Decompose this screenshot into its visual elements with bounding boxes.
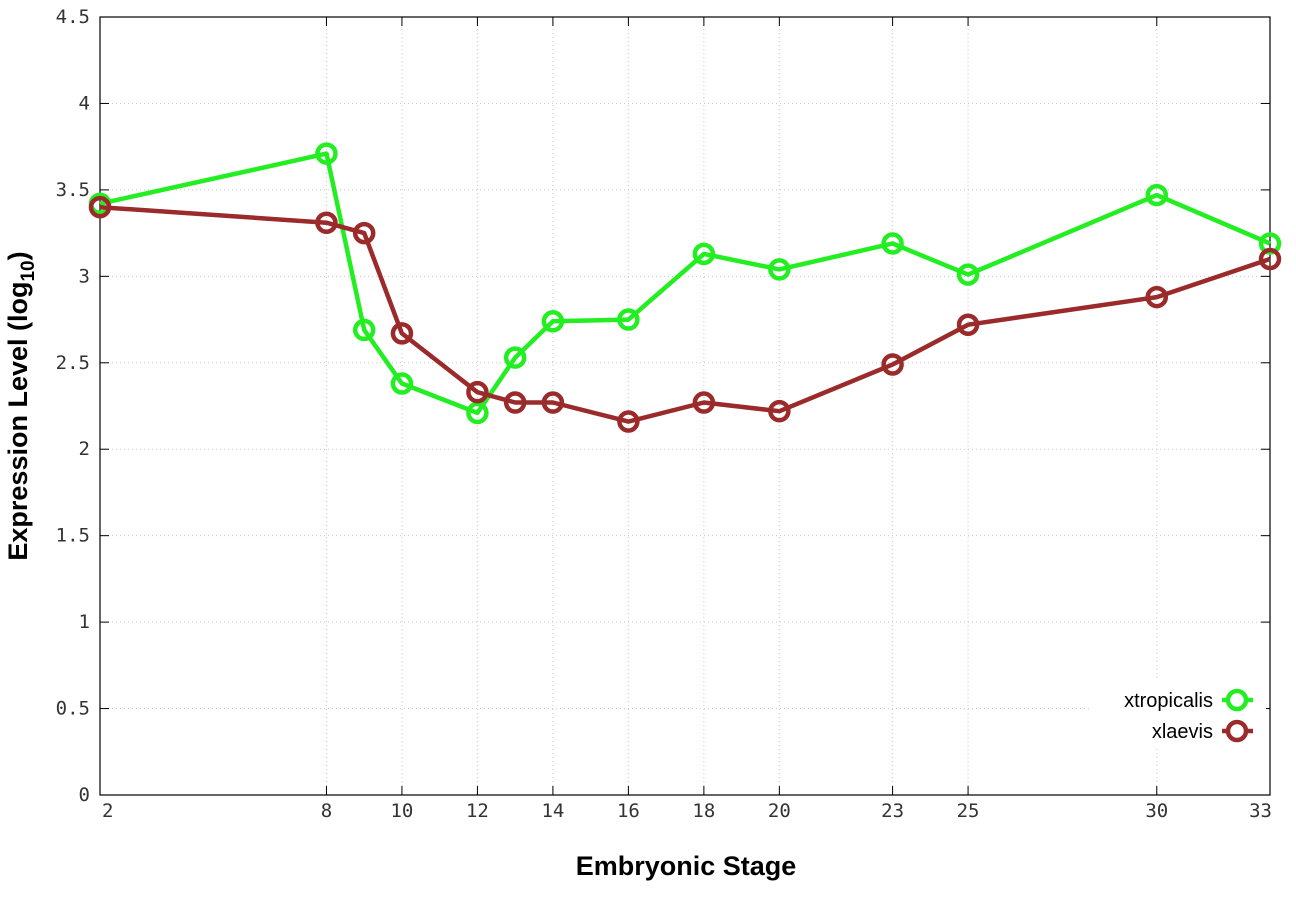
- x-tick-label: 23: [881, 800, 904, 822]
- data-point-xlaevis: [881, 353, 904, 376]
- x-tick-label: 33: [1249, 800, 1272, 822]
- data-series: [88, 142, 1282, 433]
- data-point-xtropicalis: [768, 258, 791, 281]
- data-point-xlaevis: [352, 221, 376, 245]
- y-axis-title-main: Expression Level (log: [3, 282, 33, 561]
- data-point-xtropicalis: [466, 401, 489, 425]
- series-line-xtropicalis: [99, 151, 1271, 416]
- y-axis-title: Expression Level (log10): [3, 251, 39, 560]
- data-point-xlaevis: [390, 322, 414, 345]
- x-tick-label: 14: [541, 800, 564, 822]
- legend-entry-xlaevis: xlaevis: [1152, 719, 1253, 743]
- x-tick-label: 18: [692, 800, 715, 822]
- legend-marker-xtropicalis: [1225, 688, 1249, 712]
- y-axis-title-subscript: 10: [18, 260, 39, 281]
- data-point-xlaevis: [692, 391, 716, 414]
- x-tick-label: 25: [957, 800, 980, 822]
- y-tick-label: 3.5: [56, 179, 90, 201]
- grid-lines: [100, 17, 1270, 795]
- tick-labels: 0 0.5 1 1.5 2 2.5 3 3.5 4 4.5 2 8 10 12 14 16 18 20 23 25 30…: [56, 6, 1272, 822]
- y-tick-label: 2: [79, 438, 90, 460]
- x-tick-label: 10: [390, 800, 413, 822]
- x-tick-label: 20: [768, 800, 791, 822]
- data-point-xtropicalis: [956, 263, 980, 286]
- data-point-xlaevis: [617, 410, 640, 433]
- series-xlaevis: [88, 195, 1282, 433]
- x-tick-label: 12: [466, 800, 489, 822]
- data-point-xlaevis: [503, 391, 527, 414]
- data-point-xlaevis: [768, 399, 791, 423]
- data-point-xtropicalis: [503, 346, 527, 369]
- data-point-xlaevis: [1145, 285, 1169, 309]
- data-point-xtropicalis: [1258, 232, 1282, 255]
- legend: xtropicalis xlaevis: [1090, 680, 1266, 746]
- y-tick-label: 0.5: [56, 698, 90, 720]
- data-point-xlaevis: [1258, 247, 1282, 271]
- legend-entry-xtropicalis: xtropicalis: [1124, 688, 1253, 712]
- data-point-xlaevis: [541, 391, 565, 414]
- data-point-xtropicalis: [617, 308, 640, 331]
- data-point-xlaevis: [88, 195, 112, 219]
- data-point-xtropicalis: [692, 242, 716, 266]
- y-tick-label: 1: [79, 611, 90, 633]
- x-tick-label: 8: [321, 800, 332, 822]
- data-point-xtropicalis: [390, 372, 414, 395]
- legend-label-xlaevis: xlaevis: [1152, 721, 1213, 743]
- data-point-xtropicalis: [315, 142, 338, 165]
- y-tick-label: 4: [79, 92, 90, 114]
- x-tick-label: 16: [617, 800, 640, 822]
- y-tick-label: 0: [79, 784, 90, 806]
- y-tick-label: 3: [79, 265, 90, 287]
- y-axis-title-suffix: ): [3, 251, 33, 260]
- legend-marker-xlaevis: [1225, 719, 1249, 743]
- plot-frame: [99, 16, 1271, 796]
- data-point-xtropicalis: [352, 318, 376, 342]
- y-tick-label: 2.5: [56, 352, 90, 374]
- data-point-xlaevis: [956, 313, 980, 336]
- y-tick-label: 4.5: [56, 6, 90, 28]
- data-point-xtropicalis: [1145, 183, 1169, 207]
- y-tick-label: 1.5: [56, 525, 90, 547]
- legend-label-xtropicalis: xtropicalis: [1124, 690, 1213, 712]
- x-axis-title: Embryonic Stage: [576, 851, 797, 881]
- data-point-xlaevis: [466, 380, 489, 404]
- data-point-xtropicalis: [541, 310, 565, 333]
- x-tick-label: 30: [1145, 800, 1168, 822]
- series-xtropicalis: [88, 142, 1282, 425]
- x-tick-label: 2: [102, 800, 113, 822]
- data-point-xlaevis: [315, 211, 338, 234]
- series-line-xlaevis: [99, 204, 1271, 424]
- data-point-xtropicalis: [881, 232, 904, 255]
